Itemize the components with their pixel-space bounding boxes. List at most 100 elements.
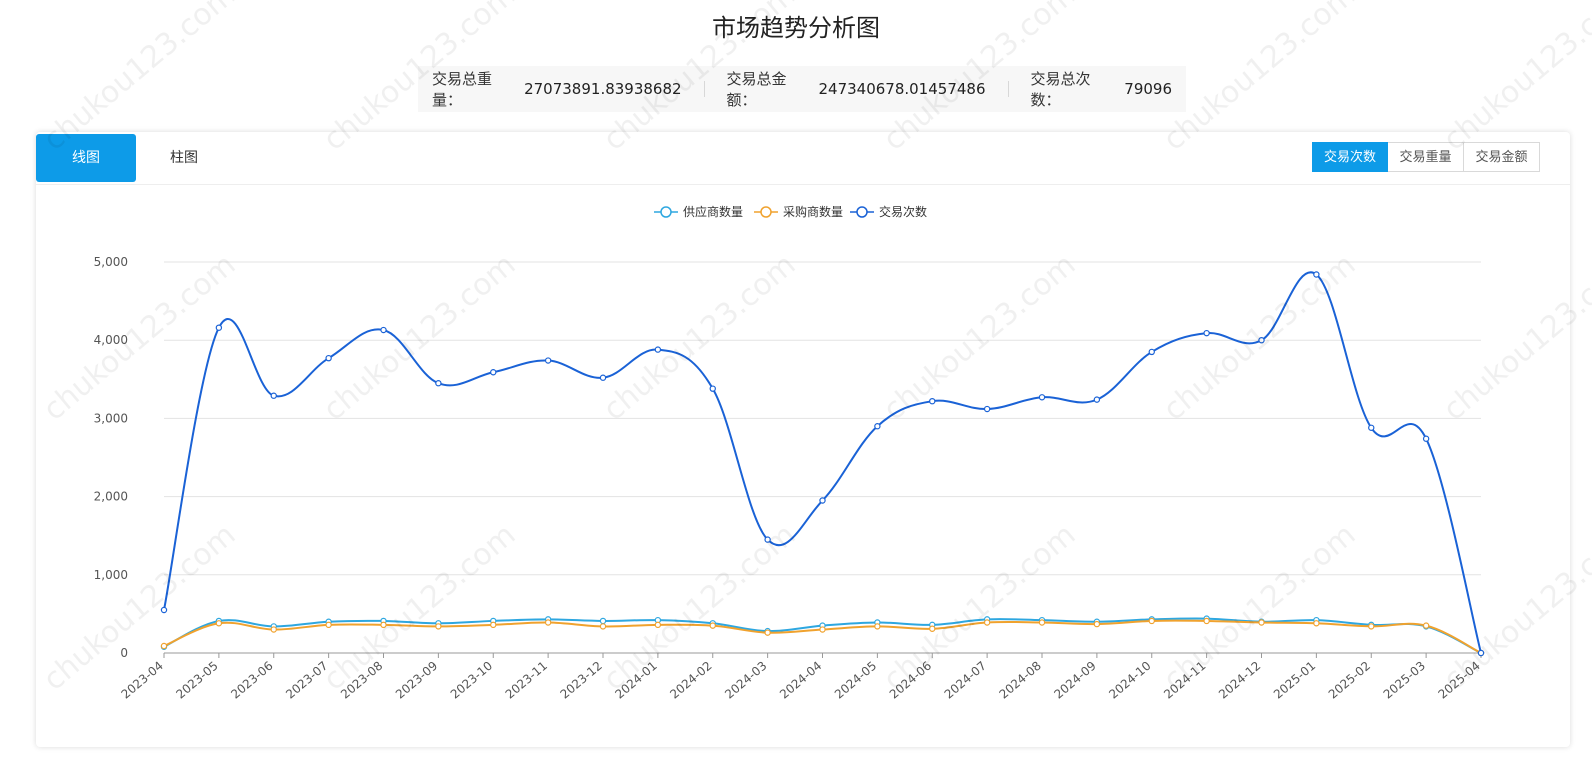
data-point [270, 626, 277, 633]
summary-total-amount: 交易总金额： 247340678.01457486 [727, 68, 986, 110]
x-tick-label: 2025-01 [1271, 659, 1318, 702]
x-tick-label: 2023-04 [119, 659, 166, 702]
chart-panel: 线图 柱图 交易次数 交易重量 交易金额 0 1,000 2,000 3,000 4,0… [36, 132, 1570, 747]
summary-total-count: 交易总次数： 79096 [1030, 68, 1172, 110]
page-title: 市场趋势分析图 [712, 14, 880, 42]
data-point [709, 622, 716, 629]
x-tick-label: 2024-02 [667, 659, 714, 702]
data-point [983, 619, 991, 626]
x-tick-label: 2024-01 [612, 659, 659, 702]
data-point [490, 369, 497, 376]
data-point [160, 642, 168, 650]
data-point [983, 405, 991, 413]
data-point [380, 326, 387, 334]
summary-label: 交易总重量： [432, 70, 493, 109]
data-point [1093, 396, 1101, 403]
y-tick-label: 2,000 [94, 490, 128, 504]
x-tick-label: 2023-05 [173, 659, 220, 702]
x-tick-label: 2025-04 [1436, 659, 1483, 702]
x-tick-label: 2024-11 [1161, 659, 1208, 702]
x-tick-label: 2024-10 [1106, 659, 1153, 702]
summary-value: 27073891.83938682 [524, 80, 682, 98]
x-tick-label: 2023-06 [228, 659, 275, 702]
x-tick-label: 2023-09 [393, 659, 440, 702]
data-point [1148, 617, 1155, 625]
data-point [1368, 424, 1375, 431]
summary-value: 247340678.01457486 [818, 80, 986, 98]
data-point [1258, 336, 1265, 344]
data-point [1258, 619, 1265, 626]
data-point [1422, 622, 1430, 629]
data-point [874, 423, 881, 430]
data-point [1368, 623, 1375, 630]
data-point [654, 621, 662, 629]
x-tick-label: 2023-12 [558, 659, 605, 702]
line-chart: 0 1,000 2,000 3,000 4,000 5,000 2023-04 2023-05… [94, 204, 1485, 702]
data-point [325, 354, 332, 362]
metric-button-trade-amount[interactable]: 交易金额 [1464, 142, 1540, 172]
data-point [1093, 620, 1101, 628]
data-point [819, 497, 826, 504]
legend-label: 交易次数 [879, 204, 927, 219]
legend-label: 供应商数量 [683, 204, 743, 219]
x-tick-label: 2024-05 [832, 659, 879, 702]
x-tick-label: 2024-04 [777, 659, 824, 702]
metric-button-trade-weight[interactable]: 交易重量 [1388, 142, 1464, 172]
metric-toggle-group: 交易次数 交易重量 交易金额 [1312, 142, 1540, 172]
metric-button-trade-count[interactable]: 交易次数 [1312, 142, 1388, 172]
data-point [709, 385, 716, 392]
data-point [1203, 617, 1210, 625]
legend-marker [760, 206, 772, 218]
divider [703, 81, 705, 97]
data-point [325, 621, 332, 629]
data-point [380, 621, 387, 629]
summary-value: 79096 [1124, 80, 1172, 98]
data-point [929, 625, 936, 632]
x-tick-label: 2025-03 [1381, 659, 1428, 702]
data-point [819, 626, 826, 633]
data-point [1203, 329, 1210, 337]
x-tick-label: 2024-03 [722, 659, 769, 702]
data-point [929, 397, 936, 405]
y-tick-label: 1,000 [94, 568, 128, 582]
x-tick-label: 2024-08 [997, 659, 1044, 702]
y-tick-label: 4,000 [94, 333, 128, 347]
legend-marker [660, 206, 672, 218]
summary-bar: 交易总重量： 27073891.83938682 交易总金额： 24734067… [418, 66, 1186, 112]
chart-type-tabs: 线图 柱图 交易次数 交易重量 交易金额 [36, 132, 1570, 185]
data-point [435, 623, 442, 630]
data-point [270, 392, 277, 399]
data-point [490, 621, 497, 629]
data-point [1422, 435, 1430, 442]
data-point [1038, 394, 1046, 401]
data-point [599, 374, 607, 381]
x-tick-label: 2023-10 [448, 659, 495, 702]
data-point [599, 617, 607, 625]
data-point [764, 629, 771, 636]
data-point [654, 346, 662, 353]
data-point [1477, 649, 1485, 657]
tab-bar-chart[interactable]: 柱图 [170, 150, 198, 166]
data-point [435, 380, 442, 387]
x-tick-label: 2023-11 [503, 659, 550, 702]
data-point [764, 536, 771, 543]
summary-label: 交易总次数： [1030, 70, 1091, 109]
y-tick-label: 3,000 [94, 411, 128, 425]
data-point [215, 324, 223, 331]
x-tick-label: 2024-07 [942, 659, 989, 702]
x-tick-label: 2024-06 [887, 659, 934, 702]
summary-label: 交易总金额： [726, 70, 787, 109]
data-point [1038, 619, 1046, 626]
data-point [599, 623, 607, 630]
summary-total-weight: 交易总重量： 27073891.83938682 [432, 68, 682, 110]
x-tick-label: 2023-07 [283, 659, 330, 702]
data-point [1313, 620, 1320, 627]
x-tick-label: 2025-02 [1326, 659, 1373, 702]
data-point [215, 620, 223, 627]
tab-line-chart[interactable]: 线图 [36, 134, 136, 182]
divider [1007, 81, 1009, 97]
series-line-3 [163, 271, 1482, 654]
data-point [160, 606, 168, 614]
data-point [874, 623, 881, 630]
y-tick-label: 0 [120, 646, 128, 660]
